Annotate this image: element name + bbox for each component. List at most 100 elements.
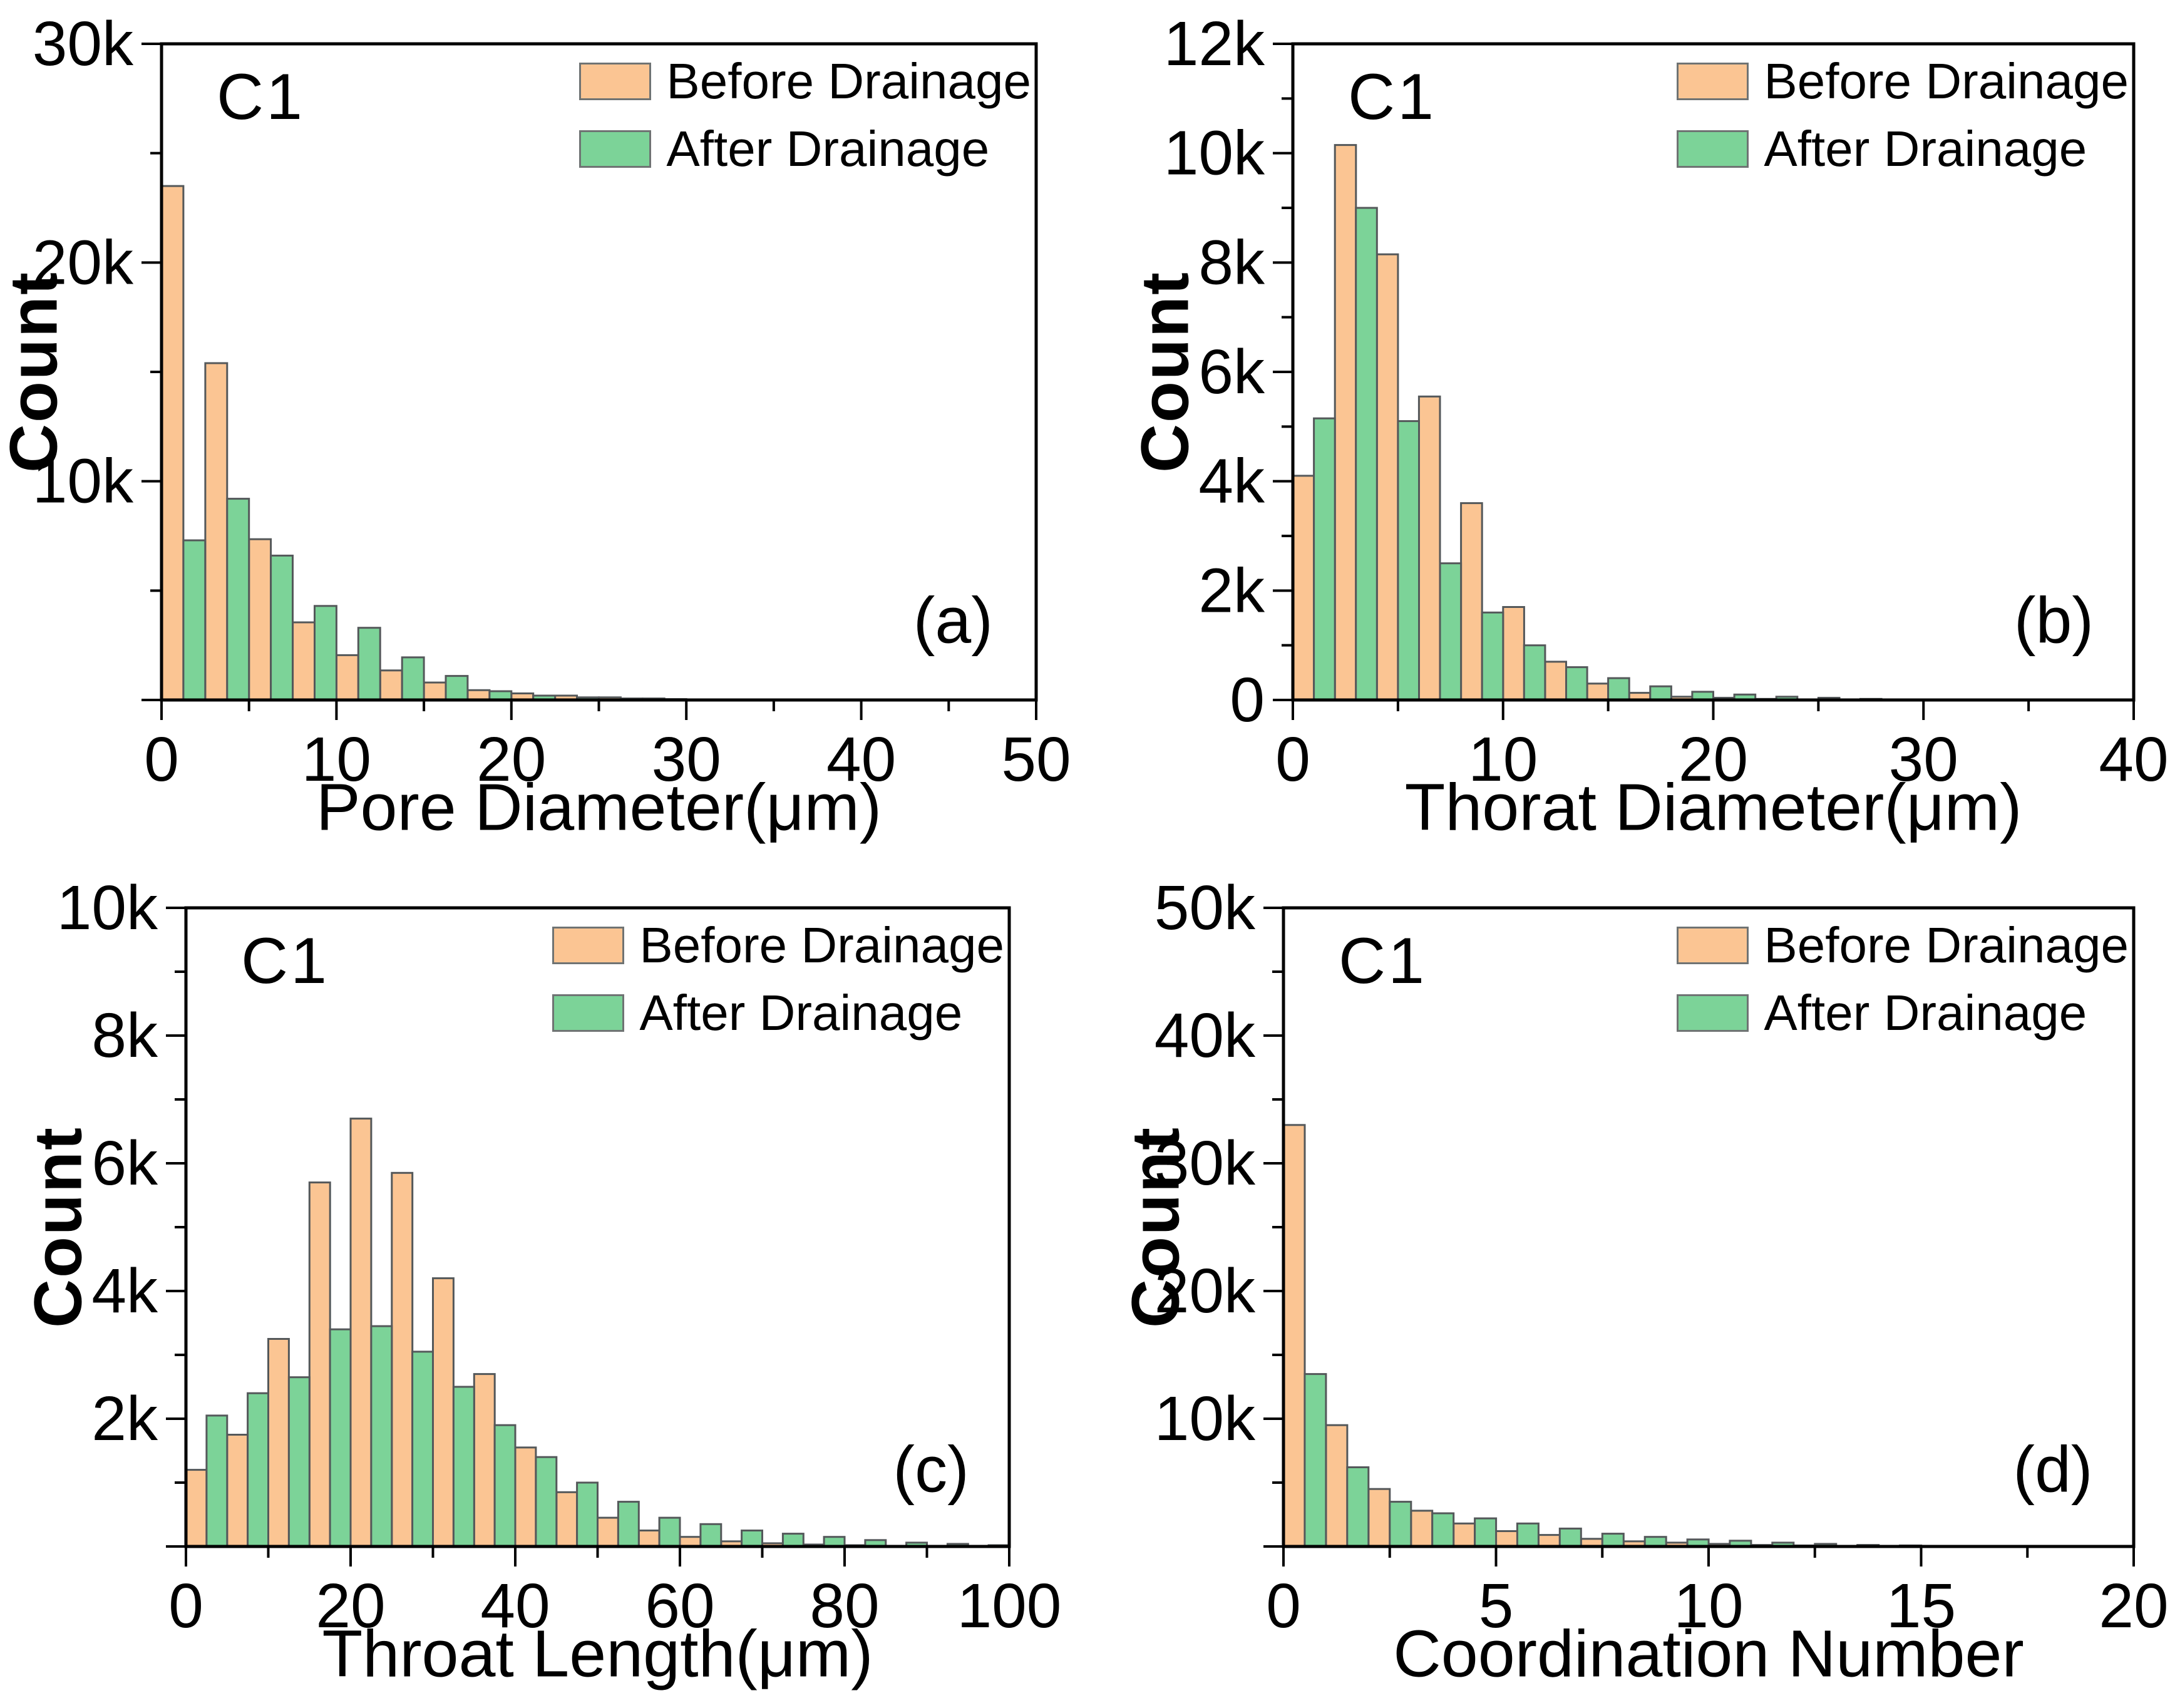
panel-plot-a: 0 10 20 30 40 50 10k 20k 30k	[33, 9, 1071, 795]
legend-swatch-before	[1677, 63, 1749, 100]
bar-before	[308, 1181, 331, 1548]
legend-label-before: Before Drainage	[1764, 53, 2129, 109]
x-tick-label: 15	[1886, 1571, 1956, 1641]
x-axis-title: Thorat Diameter(μm)	[1404, 770, 2022, 845]
x-tick-label: 40	[480, 1571, 550, 1641]
x-tick-label: 50	[1001, 724, 1071, 795]
sample-label: C1	[217, 61, 305, 133]
bar-after	[493, 1424, 517, 1548]
y-tick-label: 8k	[91, 1001, 158, 1071]
legend: Before Drainage After Drainage	[1677, 53, 2129, 178]
x-tick-label: 0	[1275, 724, 1310, 795]
x-tick-label: 60	[645, 1571, 714, 1641]
x-tick-label: 80	[810, 1571, 879, 1641]
x-tick-label: 10	[1674, 1571, 1743, 1641]
panel-a: Count Pore Diameter(μm) C1 (a) Before Dr…	[0, 44, 1036, 845]
bar-after	[1565, 666, 1588, 701]
legend-item-before: Before Drainage	[552, 917, 1004, 974]
bar-after	[182, 539, 207, 701]
legend-label-after: After Drainage	[666, 121, 990, 177]
y-tick-label: 0	[1230, 665, 1265, 735]
legend-label-after: After Drainage	[1764, 985, 2087, 1041]
legend-swatch-after	[1677, 130, 1749, 168]
panel-plot-d: 0 5 10 15 20 10k 20k 30k 40k 50k	[1154, 873, 2169, 1641]
x-axis-title: Coordination Number	[1393, 1617, 2024, 1691]
legend-label-before: Before Drainage	[666, 53, 1031, 109]
x-tick-label: 20	[316, 1571, 385, 1641]
y-axis-title: Count	[0, 271, 71, 473]
legend-swatch-after	[552, 994, 625, 1032]
bar-after	[1355, 207, 1378, 701]
legend-item-after: After Drainage	[579, 120, 989, 178]
legend-label-after: After Drainage	[639, 985, 963, 1041]
x-tick-label: 10	[1468, 724, 1538, 795]
legend-label-before: Before Drainage	[639, 917, 1004, 973]
x-tick-label: 0	[1266, 1571, 1301, 1641]
y-tick-label: 40k	[1154, 1001, 1256, 1071]
bar-after	[411, 1350, 434, 1548]
sample-label: C1	[1339, 925, 1427, 997]
legend-swatch-before	[1677, 927, 1749, 964]
legend-swatch-after	[579, 130, 652, 168]
y-axis-title: Count	[1117, 1126, 1193, 1328]
y-tick-label: 2k	[1198, 555, 1265, 625]
y-tick-label: 2k	[91, 1384, 158, 1454]
x-tick-label: 0	[168, 1571, 203, 1641]
panel-letter: (a)	[913, 584, 993, 657]
y-tick-label: 10k	[1164, 118, 1265, 188]
bar-before	[226, 1434, 249, 1548]
x-tick-label: 40	[826, 724, 896, 795]
bar-after	[287, 1376, 311, 1548]
legend-item-after: After Drainage	[552, 984, 962, 1042]
bar-after	[270, 554, 294, 701]
legend-item-before: Before Drainage	[1677, 53, 2129, 110]
y-tick-label: 20k	[33, 227, 134, 297]
bar-after	[576, 1481, 599, 1548]
legend-swatch-after	[1677, 994, 1749, 1032]
x-tick-label: 30	[652, 724, 721, 795]
legend-label-after: After Drainage	[1764, 121, 2087, 177]
bar-after	[658, 1516, 681, 1548]
y-tick-label: 30k	[1154, 1128, 1256, 1198]
y-tick-label: 10k	[57, 873, 158, 943]
x-axis-title: Throat Length(μm)	[322, 1617, 873, 1691]
bar-before	[555, 1491, 578, 1548]
panel-letter: (b)	[2013, 584, 2094, 657]
y-tick-label: 4k	[91, 1256, 158, 1326]
panel-c: Count Throat Length(μm) C1 (c) Before Dr…	[20, 908, 1009, 1691]
panel-b: Count Thorat Diameter(μm) C1 (b) Before …	[1127, 44, 2134, 845]
y-axis-title: Count	[1126, 271, 1203, 473]
panel-letter: (d)	[2013, 1433, 2093, 1506]
bar-after	[1304, 1373, 1327, 1548]
bar-after	[314, 605, 337, 701]
y-tick-label: 6k	[1198, 337, 1265, 407]
bar-after	[1346, 1466, 1370, 1548]
y-tick-label: 50k	[1154, 873, 1256, 943]
bar-after	[205, 1414, 229, 1548]
bar-after	[401, 656, 425, 701]
x-tick-label: 5	[1479, 1571, 1514, 1641]
y-tick-label: 6k	[91, 1128, 158, 1198]
x-tick-label: 40	[2099, 724, 2168, 795]
y-tick-label: 10k	[1154, 1384, 1256, 1454]
y-tick-label: 10k	[33, 446, 134, 517]
panel-plot-c: 0 20 40 60 80 100 2k 4k 6k 8k 10k	[57, 873, 1062, 1641]
legend: Before Drainage After Drainage	[1677, 917, 2129, 1042]
legend-item-after: After Drainage	[1677, 984, 2087, 1042]
legend-item-after: After Drainage	[1677, 120, 2087, 178]
legend: Before Drainage After Drainage	[552, 917, 1004, 1042]
panel-d: Count Coordination Number C1 (d) Before …	[1118, 908, 2134, 1691]
x-axis-title: Pore Diameter(μm)	[316, 770, 882, 845]
sample-label: C1	[241, 925, 329, 997]
legend-item-before: Before Drainage	[1677, 917, 2129, 974]
legend-swatch-before	[579, 63, 652, 100]
panel-plot-b: 0 10 20 30 40 0 2k 4k 6k 8k 10k 12k	[1164, 9, 2169, 795]
x-tick-label: 10	[302, 724, 371, 795]
y-tick-label: 4k	[1198, 446, 1265, 517]
y-tick-label: 8k	[1198, 227, 1265, 297]
y-tick-label: 30k	[33, 9, 134, 79]
bar-after	[1481, 611, 1504, 701]
x-tick-label: 20	[2099, 1571, 2168, 1641]
legend-swatch-before	[552, 927, 625, 964]
